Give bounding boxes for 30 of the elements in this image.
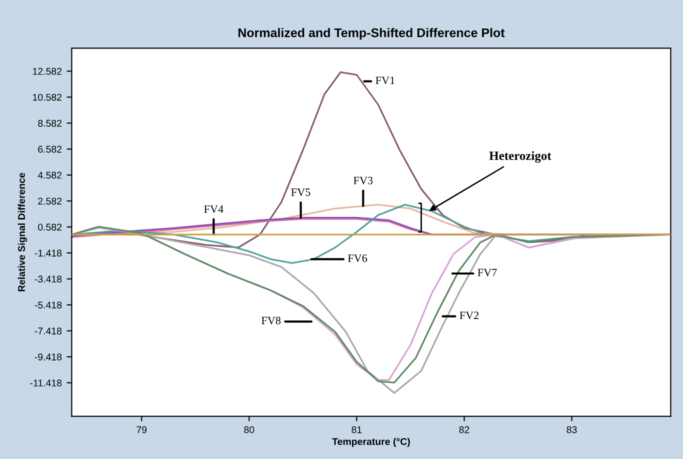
y-tick-label: -5.418 — [34, 302, 62, 308]
y-tick-label: 12.582 — [33, 68, 62, 75]
x-tick-label: 83 — [566, 426, 577, 434]
y-tick-label: 8.582 — [38, 120, 62, 127]
x-tick-label: 82 — [459, 426, 470, 434]
y-tick-label: -7.418 — [34, 328, 62, 334]
x-axis-title: Temperature (°C) — [332, 438, 410, 447]
y-tick-label: -1.418 — [34, 250, 62, 257]
y-tick-label: 10.582 — [33, 94, 62, 101]
y-tick-label: -3.418 — [34, 276, 62, 283]
annotation: Heterozigot — [489, 151, 552, 163]
annotation: FV3 — [354, 176, 373, 184]
x-tick-label: 81 — [352, 426, 362, 434]
annotation: FV1 — [376, 76, 394, 84]
y-tick-label: 2.582 — [38, 198, 62, 205]
y-tick-label: 6.582 — [38, 146, 62, 153]
y-axis-title: Relative Signal Difference — [18, 172, 27, 292]
annotation: FV4 — [204, 205, 224, 213]
x-tick-label: 79 — [136, 426, 147, 434]
annotation: FV8 — [262, 316, 281, 324]
chart-title: Normalized and Temp-Shifted Difference Plot — [238, 28, 505, 40]
y-tick-label: -9.418 — [34, 354, 62, 360]
annotation: FV6 — [348, 254, 368, 262]
y-tick-label: -11.418 — [30, 380, 62, 386]
annotation: FV7 — [478, 268, 497, 276]
annotation: FV5 — [291, 188, 310, 196]
x-tick-label: 80 — [244, 426, 254, 434]
annotation: FV2 — [460, 312, 479, 320]
y-tick-label: 0.582 — [38, 224, 62, 231]
y-tick-label: 4.582 — [38, 172, 62, 179]
